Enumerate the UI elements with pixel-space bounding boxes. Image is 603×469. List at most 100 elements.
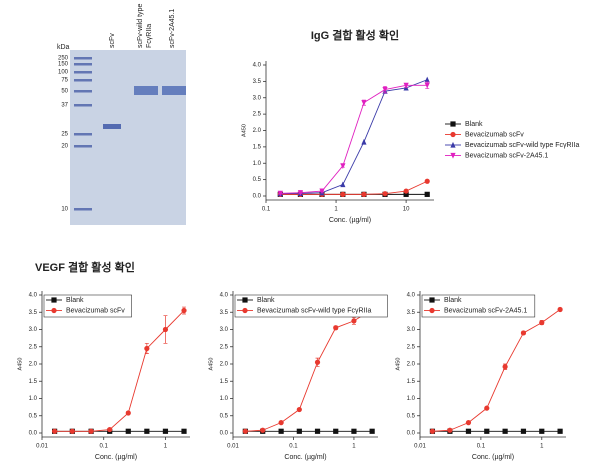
y-tick-label: 4.0	[253, 63, 262, 69]
marker	[51, 428, 58, 434]
y-axis-label: A450	[395, 358, 401, 371]
marker	[242, 307, 248, 314]
marker	[450, 141, 456, 148]
chart: 0.0 0.5 1.0 1.5 2.0 2.5 3.0 3.5 4.0 0.01 0.1 1 Conc.…	[395, 291, 566, 461]
ladder-band	[74, 63, 92, 66]
marker	[297, 190, 304, 196]
marker	[424, 191, 430, 197]
marker-label: 25	[61, 132, 68, 138]
x-axis-label: Conc. (µg/ml)	[472, 454, 514, 461]
y-axis-label: A450	[208, 358, 214, 371]
marker	[125, 428, 131, 434]
x-tick-label: 1	[334, 207, 338, 213]
marker	[333, 428, 339, 434]
ladder-band	[74, 71, 92, 74]
lane-label: scFv-wild type	[137, 4, 144, 48]
marker	[296, 406, 302, 413]
y-tick-label: 0.5	[29, 413, 38, 419]
y-tick-label: 3.0	[29, 327, 38, 333]
marker	[125, 410, 131, 416]
legend-label: Blank	[444, 297, 462, 304]
marker	[51, 297, 57, 303]
y-tick-label: 1.0	[29, 396, 38, 402]
chart-title: IgG 결합 활성 확인	[311, 28, 399, 42]
marker	[242, 297, 248, 303]
marker	[51, 307, 57, 314]
y-tick-label: 0.0	[407, 431, 416, 437]
marker	[450, 131, 456, 138]
x-tick-label: 0.01	[227, 444, 239, 450]
y-axis-label: A450	[241, 124, 247, 137]
marker	[424, 82, 430, 89]
x-axis-label: Conc. (µg/ml)	[284, 454, 326, 461]
marker	[465, 420, 472, 426]
series-line	[280, 180, 428, 195]
legend: Blank Bevacizumab scFv-2A45.1	[421, 294, 536, 318]
marker	[340, 191, 346, 197]
lane-label: FcγRIIa	[146, 24, 153, 48]
marker	[424, 76, 430, 83]
marker	[107, 426, 113, 433]
marker	[278, 428, 284, 434]
marker	[277, 190, 283, 197]
y-tick-label: 1.0	[407, 396, 416, 402]
y-tick-label: 1.5	[253, 144, 262, 150]
x-tick-label: 0.1	[262, 207, 271, 213]
y-tick-label: 2.0	[29, 362, 38, 368]
marker	[484, 428, 490, 434]
marker-label: 20	[61, 144, 68, 150]
ladder-band	[74, 104, 92, 107]
marker	[382, 86, 388, 93]
marker	[319, 188, 325, 195]
marker	[314, 359, 321, 365]
marker	[465, 428, 472, 434]
x-axis-label: Conc. (µg/ml)	[95, 454, 137, 461]
ladder-band	[74, 208, 92, 211]
marker	[340, 163, 346, 169]
y-axis-label: A450	[17, 358, 23, 371]
marker	[520, 330, 527, 336]
marker	[450, 152, 456, 159]
lane-label: scFv	[109, 33, 116, 48]
ladder-band	[74, 90, 92, 93]
marker	[242, 428, 248, 434]
x-axis-label: Conc. (µg/ml)	[329, 217, 371, 224]
band	[103, 124, 121, 129]
marker-label: 250	[58, 56, 69, 62]
legend-label: Bevacizumab scFv-wild type FcγRIIa	[257, 307, 371, 314]
chart: 0.0 0.5 1.0 1.5 2.0 2.5 3.0 3.5 4.0 0.01 0.1 1 Conc.…	[17, 291, 190, 461]
legend-box	[234, 294, 388, 318]
marker	[361, 138, 367, 145]
marker	[351, 318, 357, 324]
y-tick-label: 1.5	[407, 379, 416, 385]
marker	[429, 297, 435, 303]
axes	[265, 61, 434, 201]
legend-box	[43, 294, 132, 318]
legend-label: Blank	[257, 297, 275, 304]
legend: Blank Bevacizumab scFv	[43, 294, 132, 318]
y-tick-label: 2.5	[407, 344, 416, 350]
x-tick-label: 1	[352, 444, 356, 450]
y-tick-label: 3.0	[407, 327, 416, 333]
y-tick-label: 3.5	[253, 79, 262, 85]
marker	[361, 191, 367, 197]
y-tick-label: 2.5	[220, 344, 229, 350]
marker	[361, 100, 367, 106]
series-line	[54, 310, 185, 432]
y-tick-label: 2.5	[29, 344, 38, 350]
y-tick-label: 0.0	[253, 194, 262, 200]
marker	[502, 428, 508, 434]
marker	[403, 188, 409, 194]
legend-label: Bevacizumab scFv	[465, 131, 524, 138]
y-tick-label: 0.0	[220, 431, 229, 437]
section-title: VEGF 결합 활성 확인	[35, 260, 135, 274]
marker	[144, 428, 150, 434]
x-tick-label: 0.1	[477, 444, 486, 450]
legend: Blank Bevacizumab scFv-wild type FcγRIIa	[234, 294, 388, 318]
band	[134, 86, 158, 95]
gel-unit: kDa	[57, 44, 70, 51]
x-tick-label: 10	[403, 207, 410, 213]
legend-box	[421, 294, 536, 318]
y-tick-label: 3.5	[29, 310, 38, 316]
